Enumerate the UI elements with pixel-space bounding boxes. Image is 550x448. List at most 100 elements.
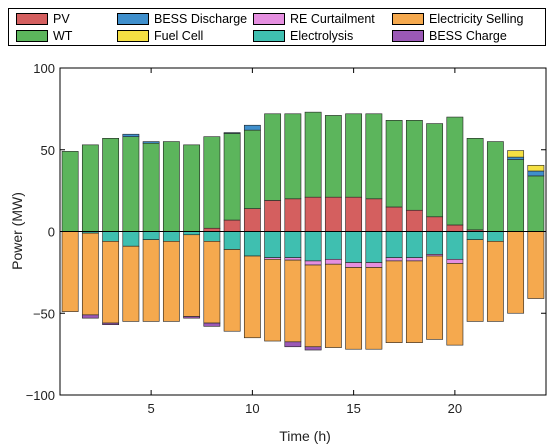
bar-electrolysis-12: [284, 231, 302, 258]
bar-wt-8: [203, 136, 221, 229]
chart-legend: PV BESS Discharge RE Curtailment Electri…: [8, 8, 546, 46]
bar-electricity_selling-2: [81, 232, 99, 316]
y-tick-label--100: −100: [26, 388, 55, 403]
bar-wt-3: [102, 138, 120, 232]
bar-electricity_selling-6: [162, 241, 180, 322]
y-tick-label-100: 100: [33, 61, 55, 76]
legend-label-bess-discharge: BESS Discharge: [154, 12, 248, 26]
bar-re_curtailment-16: [365, 262, 383, 268]
legend-swatch-re-curtailment: [253, 13, 285, 25]
bar-electricity_selling-8: [203, 241, 221, 324]
legend-item-bess-discharge: BESS Discharge: [117, 11, 247, 27]
bar-electrolysis-3: [102, 231, 120, 242]
bar-pv-18: [405, 209, 423, 232]
bar-wt-18: [405, 120, 423, 211]
bar-re_curtailment-12: [284, 257, 302, 261]
bar-electricity_selling-23: [507, 231, 525, 314]
legend-label-re-curtailment: RE Curtailment: [290, 12, 375, 26]
legend-item-re-curtailment: RE Curtailment: [253, 11, 375, 27]
bar-electricity_selling-13: [304, 264, 322, 348]
bar-pv-19: [426, 216, 444, 232]
bar-wt-21: [466, 138, 484, 231]
bar-electrolysis-15: [345, 231, 363, 263]
legend-label-bess-charge: BESS Charge: [429, 29, 507, 43]
bar-electricity_selling-21: [466, 239, 484, 322]
bar-pv-14: [324, 196, 342, 232]
bar-wt-16: [365, 113, 383, 200]
legend-label-wt: WT: [53, 29, 73, 43]
bar-bess_discharge-5: [142, 141, 160, 144]
legend-item-electricity-selling: Electricity Selling: [392, 11, 523, 27]
bar-electrolysis-8: [203, 231, 221, 242]
bar-bess_charge-13: [304, 346, 322, 351]
legend-swatch-electricity-selling: [392, 13, 424, 25]
bar-wt-20: [446, 116, 464, 226]
legend-item-bess-charge: BESS Charge: [392, 28, 507, 44]
bar-electrolysis-19: [426, 231, 444, 255]
bar-wt-13: [304, 111, 322, 198]
bar-electricity_selling-11: [264, 258, 282, 342]
bar-pv-10: [243, 208, 261, 232]
bar-electrolysis-18: [405, 231, 423, 258]
legend-swatch-electrolysis: [253, 30, 285, 42]
y-tick-label-50: 50: [41, 143, 55, 158]
legend-swatch-wt: [16, 30, 48, 42]
bar-electrolysis-14: [324, 231, 342, 260]
legend-swatch-bess-discharge: [117, 13, 149, 25]
bar-electricity_selling-18: [405, 260, 423, 343]
legend-item-fuel-cell: Fuel Cell: [117, 28, 203, 44]
bar-pv-12: [284, 198, 302, 232]
bar-wt-7: [183, 144, 201, 232]
bar-electricity_selling-3: [102, 241, 120, 324]
bar-pv-20: [446, 224, 464, 232]
bar-wt-22: [486, 141, 504, 232]
bar-pv-15: [345, 196, 363, 232]
axes-layer: −100 −50 0 50 100 5 10 15 20: [26, 61, 547, 416]
bar-electricity_selling-15: [345, 267, 363, 350]
bar-wt-1: [61, 151, 79, 232]
bar-electrolysis-16: [365, 231, 383, 263]
bar-wt-4: [122, 136, 140, 232]
x-axis-label: Time (h): [279, 428, 331, 444]
bar-pv-13: [304, 196, 322, 232]
x-tick-label-15: 15: [346, 401, 360, 416]
bar-pv-9: [223, 219, 241, 232]
bar-electricity_selling-16: [365, 267, 383, 350]
bar-wt-23: [507, 159, 525, 232]
bar-electricity_selling-7: [183, 234, 201, 317]
bar-electrolysis-13: [304, 231, 322, 262]
bar-wt-11: [264, 113, 282, 201]
legend-label-electrolysis: Electrolysis: [290, 29, 354, 43]
bar-bess_discharge-9: [223, 132, 241, 134]
legend-label-electricity-selling: Electricity Selling: [429, 12, 524, 26]
x-tick-label-5: 5: [148, 401, 155, 416]
bar-electricity_selling-4: [122, 245, 140, 322]
bar-electricity_selling-12: [284, 259, 302, 343]
bar-pv-16: [365, 198, 383, 232]
bar-electrolysis-11: [264, 231, 282, 258]
bar-re_curtailment-17: [385, 257, 403, 262]
bar-re_curtailment-20: [446, 258, 464, 264]
bar-electricity_selling-24: [527, 231, 545, 299]
bar-electrolysis-10: [243, 231, 261, 257]
bar-bess_charge-7: [183, 316, 201, 319]
bar-wt-24: [527, 175, 545, 232]
bar-wt-15: [345, 113, 363, 198]
legend-label-fuel-cell: Fuel Cell: [154, 29, 204, 43]
y-axis-label: Power (MW): [9, 192, 25, 270]
bar-electricity_selling-5: [142, 239, 160, 322]
bar-electricity_selling-10: [243, 255, 261, 339]
bar-wt-10: [243, 129, 261, 209]
bar-electricity_selling-19: [426, 255, 444, 340]
bar-electrolysis-4: [122, 231, 140, 247]
bar-electrolysis-5: [142, 231, 160, 240]
bar-bess_discharge-4: [122, 133, 140, 137]
legend-item-pv: PV: [16, 11, 70, 27]
legend-item-electrolysis: Electrolysis: [253, 28, 353, 44]
legend-swatch-pv: [16, 13, 48, 25]
bar-wt-6: [162, 141, 180, 232]
bar-bess_charge-2: [81, 314, 99, 319]
bar-wt-5: [142, 142, 160, 232]
bar-fuel_cell-23: [507, 150, 525, 158]
